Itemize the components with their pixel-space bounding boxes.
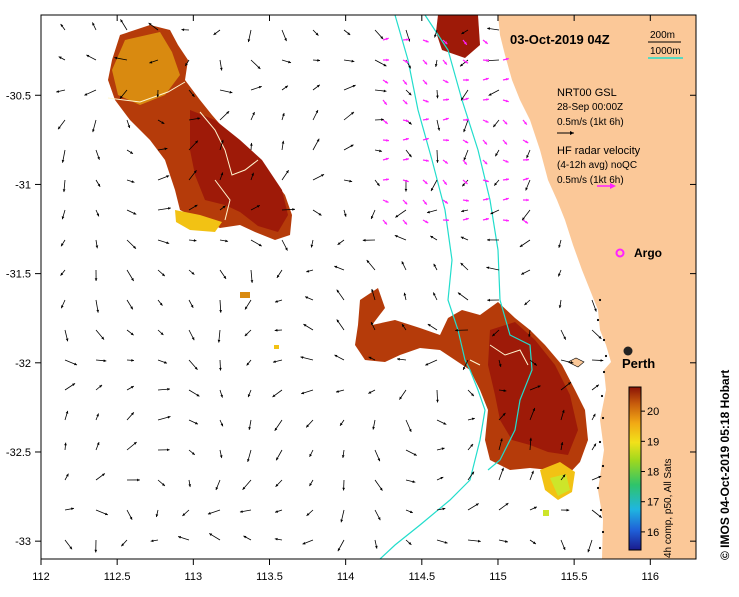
coast-dot	[603, 339, 605, 341]
y-tick-label: -32	[15, 358, 31, 370]
coast-dot	[601, 395, 603, 397]
coast-dot	[597, 319, 599, 321]
coast-dot	[599, 441, 601, 443]
coast-dot	[602, 465, 604, 467]
nrt-title: NRT00 GSL	[557, 87, 617, 99]
map-title: 03-Oct-2019 04Z	[510, 32, 610, 47]
x-tick-label: 116	[642, 571, 660, 583]
nrt-scale: 0.5m/s (1kt 6h)	[557, 117, 624, 128]
perth-city-icon	[624, 347, 633, 356]
coast-dot	[603, 371, 605, 373]
hf-sub: (4-12h avg) noQC	[557, 160, 637, 171]
side-caption: © IMOS 04-Oct-2019 05:18 Hobart	[718, 370, 732, 560]
x-tick-label: 113	[185, 571, 203, 583]
colorbar-tick-label: 19	[647, 436, 659, 448]
y-tick-label: -31.5	[6, 269, 31, 281]
x-tick-label: 115	[489, 571, 507, 583]
y-tick-label: -33	[15, 536, 31, 548]
coast-dot	[597, 487, 599, 489]
coast-dot	[605, 355, 607, 357]
perth-label: Perth	[622, 356, 655, 371]
sst-speck	[274, 345, 279, 349]
sst-speck	[240, 292, 250, 298]
x-tick-label: 114	[337, 571, 355, 583]
colorbar-gradient	[629, 387, 641, 550]
colorbar-label: 4h comp, p50, All Sats	[663, 458, 674, 558]
coast-dot	[599, 547, 601, 549]
colorbar-tick-label: 18	[647, 467, 659, 479]
depth-legend-200m: 200m	[650, 30, 675, 41]
x-tick-label: 112	[32, 571, 50, 583]
x-tick-label: 115.5	[561, 571, 588, 583]
coast-dot	[602, 531, 604, 533]
nrt-date: 28-Sep 00:00Z	[557, 102, 623, 113]
y-tick-label: -30.5	[6, 90, 31, 102]
coast-dot	[602, 417, 604, 419]
depth-legend-1000m: 1000m	[650, 46, 681, 57]
colorbar-tick-label: 20	[647, 406, 659, 418]
y-tick-label: -31	[15, 179, 31, 191]
colorbar-tick-label: 17	[647, 497, 659, 509]
hf-title: HF radar velocity	[557, 145, 641, 157]
x-tick-label: 114.5	[408, 571, 435, 583]
hf-scale: 0.5m/s (1kt 6h)	[557, 175, 624, 186]
colorbar-tick-label: 16	[647, 527, 659, 539]
coast-dot	[599, 299, 601, 301]
argo-label: Argo	[634, 246, 662, 260]
coast-dot	[600, 509, 602, 511]
sst-speck	[543, 510, 549, 516]
x-tick-label: 112.5	[104, 571, 131, 583]
y-tick-label: -32.5	[6, 447, 31, 459]
x-tick-label: 113.5	[256, 571, 283, 583]
